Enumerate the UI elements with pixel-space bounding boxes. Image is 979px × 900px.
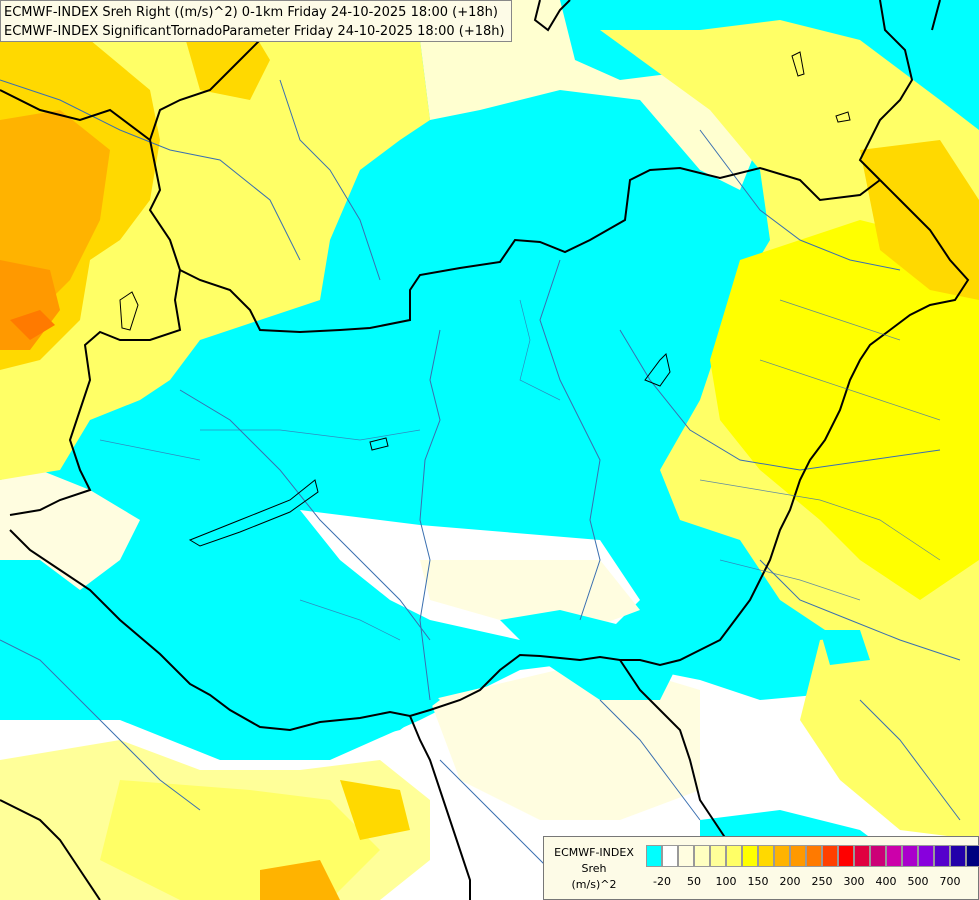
title-line-stp: ECMWF-INDEX SignificantTornadoParameter … <box>4 24 505 39</box>
legend-swatch <box>710 845 726 867</box>
legend-tick-label: 700 <box>939 875 961 888</box>
legend-swatch <box>854 845 870 867</box>
legend-title: ECMWF-INDEX Sreh (m/s)^2 <box>546 845 642 893</box>
legend-swatch <box>902 845 918 867</box>
rivers <box>0 79 961 881</box>
legend-title-variable: Sreh <box>581 862 607 875</box>
legend-swatch <box>662 845 678 867</box>
legend-swatch <box>806 845 822 867</box>
legend-swatch <box>934 845 950 867</box>
legend-swatch <box>918 845 934 867</box>
legend-swatch <box>838 845 854 867</box>
legend-swatch <box>886 845 902 867</box>
legend-tick-label: 500 <box>907 875 929 888</box>
legend-swatch <box>790 845 806 867</box>
legend-swatch <box>966 845 979 867</box>
legend-swatch <box>726 845 742 867</box>
legend-tick-label: 150 <box>747 875 769 888</box>
legend-title-units: (m/s)^2 <box>571 878 617 891</box>
legend-swatch <box>822 845 838 867</box>
map-title-box: ECMWF-INDEX Sreh Right ((m/s)^2) 0-1km F… <box>0 0 512 42</box>
legend-title-source: ECMWF-INDEX <box>554 846 634 859</box>
legend-swatch <box>870 845 886 867</box>
legend-tick-label: 250 <box>811 875 833 888</box>
title-line-sreh: ECMWF-INDEX Sreh Right ((m/s)^2) 0-1km F… <box>4 5 498 20</box>
legend-swatch <box>694 845 710 867</box>
legend-swatch <box>774 845 790 867</box>
legend-tick-label: -20 <box>653 875 671 888</box>
legend-tick-label: 300 <box>843 875 865 888</box>
legend-tick-label: 50 <box>687 875 701 888</box>
legend-tick-label: 200 <box>779 875 801 888</box>
legend-tick-label: 100 <box>715 875 737 888</box>
legend-swatch <box>678 845 694 867</box>
legend-swatch <box>646 845 662 867</box>
color-legend: ECMWF-INDEX Sreh (m/s)^2 -20 50 100 150 200 2… <box>543 836 979 900</box>
lakes <box>119 51 851 547</box>
legend-swatch <box>950 845 966 867</box>
legend-swatch <box>742 845 758 867</box>
admin-boundaries <box>99 299 941 641</box>
legend-swatch <box>758 845 774 867</box>
legend-tick-label: 400 <box>875 875 897 888</box>
